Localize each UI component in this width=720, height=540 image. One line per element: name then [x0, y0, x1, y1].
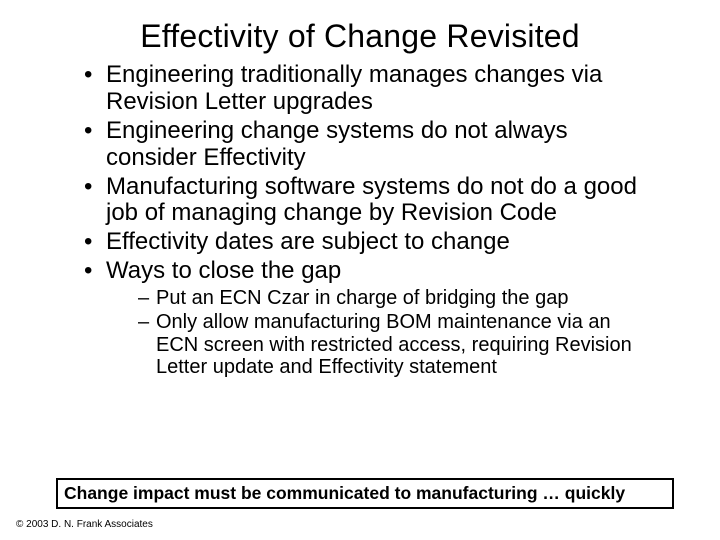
copyright-text: © 2003 D. N. Frank Associates — [16, 519, 153, 530]
bullet-text: Engineering change systems do not always… — [106, 117, 568, 171]
callout-box: Change impact must be communicated to ma… — [56, 478, 674, 509]
list-item: Engineering traditionally manages change… — [78, 62, 658, 116]
bullet-text: Manufacturing software systems do not do… — [106, 173, 637, 227]
callout-text: Change impact must be communicated to ma… — [64, 483, 625, 503]
bullet-list: Engineering traditionally manages change… — [78, 62, 658, 379]
list-item: Effectivity dates are subject to change — [78, 229, 658, 256]
slide: Effectivity of Change Revisited Engineer… — [0, 0, 720, 540]
bullet-text: Effectivity dates are subject to change — [106, 228, 510, 255]
list-item: Put an ECN Czar in charge of bridging th… — [136, 287, 658, 309]
list-item: Engineering change systems do not always… — [78, 118, 658, 172]
list-item: Ways to close the gap Put an ECN Czar in… — [78, 258, 658, 378]
list-item: Manufacturing software systems do not do… — [78, 174, 658, 228]
bullet-text: Engineering traditionally manages change… — [106, 61, 602, 115]
slide-title: Effectivity of Change Revisited — [0, 18, 720, 55]
list-item: Only allow manufacturing BOM maintenance… — [136, 311, 658, 378]
sub-bullet-text: Put an ECN Czar in charge of bridging th… — [156, 287, 568, 309]
sub-bullet-list: Put an ECN Czar in charge of bridging th… — [106, 287, 658, 379]
bullet-text: Ways to close the gap — [106, 257, 341, 284]
sub-bullet-text: Only allow manufacturing BOM maintenance… — [156, 311, 632, 378]
slide-body: Engineering traditionally manages change… — [78, 62, 658, 381]
